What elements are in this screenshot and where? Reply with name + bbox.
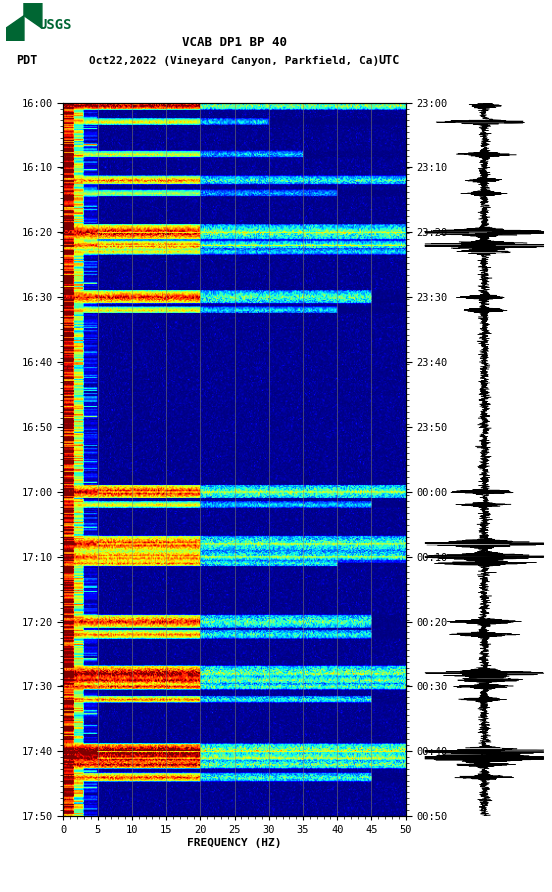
Text: USGS: USGS <box>38 18 71 32</box>
Text: VCAB DP1 BP 40: VCAB DP1 BP 40 <box>182 37 287 49</box>
X-axis label: FREQUENCY (HZ): FREQUENCY (HZ) <box>187 838 282 848</box>
Text: PDT: PDT <box>17 54 38 67</box>
Text: Oct22,2022 (Vineyard Canyon, Parkfield, Ca): Oct22,2022 (Vineyard Canyon, Parkfield, … <box>89 55 380 66</box>
Text: UTC: UTC <box>379 54 400 67</box>
